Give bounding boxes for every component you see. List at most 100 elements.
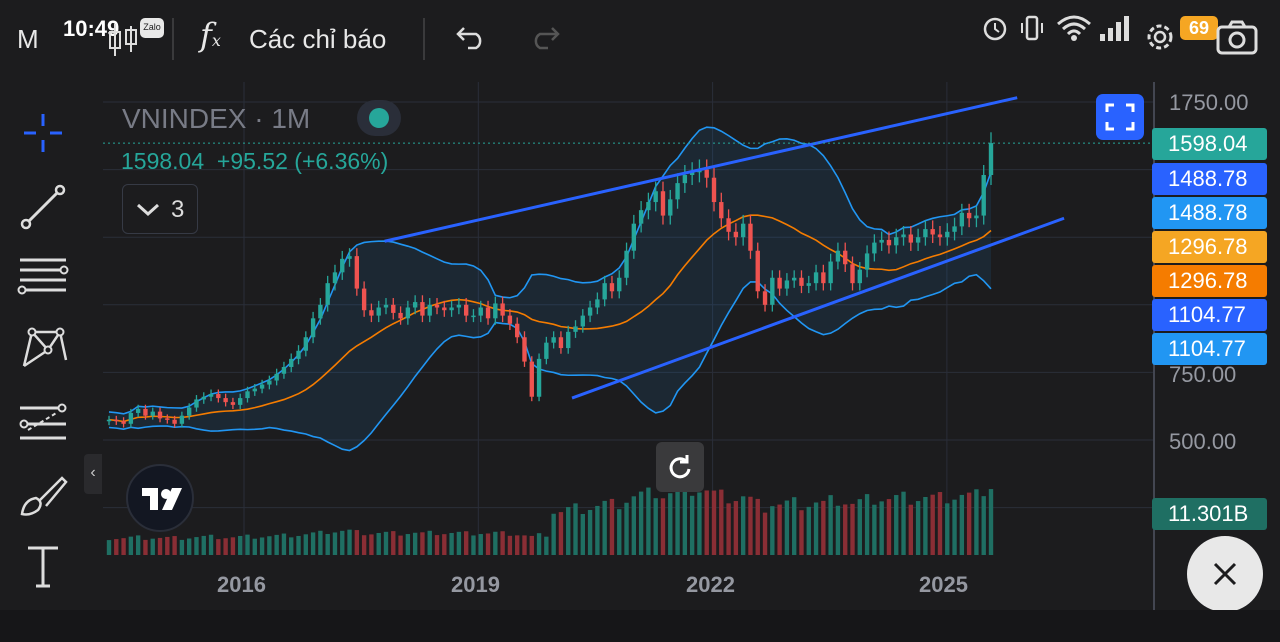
crosshair-icon[interactable] [14,104,72,162]
close-button[interactable] [1187,536,1263,612]
indicators-button[interactable]: Các chỉ báo [249,24,387,54]
indicators-icon[interactable]: fx [200,16,221,54]
redo-icon[interactable] [530,24,562,50]
volume-bar [361,535,367,555]
candle-body [281,366,287,374]
volume-bar [405,534,411,555]
candle-body [223,398,228,403]
volume-bar [638,491,644,555]
volume-bar [864,494,870,555]
volume-bar [186,538,192,555]
fullscreen-button[interactable] [1096,94,1144,140]
candle-body [566,331,571,349]
price-chart[interactable] [103,82,1153,555]
price-tag: 1104.77 [1152,333,1267,365]
volume-bar [135,535,141,555]
interval-button[interactable]: M [17,24,39,54]
volume-bar [966,492,972,555]
fib-retracement-icon[interactable] [14,248,72,306]
volume-bar [937,492,943,555]
trend-line-icon[interactable] [14,178,72,236]
market-status-dot [357,100,401,136]
volume-bar [420,532,425,555]
reset-chart-button[interactable] [656,442,704,492]
undo-icon[interactable] [454,24,486,50]
candle-body [792,277,797,281]
volume-bar [427,530,432,555]
volume-bar [471,535,476,555]
candle-body [894,237,899,246]
candle-body [522,337,527,362]
pattern-icon[interactable] [14,320,72,378]
candle-body [376,307,381,316]
candle-body [114,419,119,422]
candle-body [558,337,564,349]
volume-bar [289,537,294,555]
divider [423,18,425,60]
volume-bar [974,489,979,555]
volume-bar [216,539,221,555]
camera-icon[interactable] [1215,20,1259,56]
candle-body [143,408,148,416]
candle-body [245,391,250,399]
candle-body [216,394,221,399]
candle-body [923,229,928,238]
candle-body [959,212,965,227]
volume-bar [340,530,345,555]
candle-body [398,312,403,319]
volume-bar [748,496,753,555]
volume-bar [857,499,862,555]
candle-body [857,269,862,284]
candle-body [157,411,163,419]
tradingview-logo[interactable] [126,464,194,532]
volume-bar [981,496,986,555]
alarm-icon [983,17,1007,41]
indicators-collapse-button[interactable]: 3 [122,184,198,234]
volume-bar [238,535,243,555]
volume-bar [267,536,272,555]
candle-body [813,272,819,284]
volume-bar [646,487,651,555]
volume-bar [587,509,593,555]
volume-bar [930,494,935,555]
candle-body [952,226,957,232]
candles-icon[interactable] [106,22,140,58]
wifi-icon [1057,15,1091,41]
candle-body [442,307,447,311]
candle-body [850,264,855,284]
text-tool-icon[interactable] [14,538,72,596]
volume-bar [536,533,542,555]
volume-bar [915,501,921,555]
volume-bar [828,495,833,555]
settings-icon[interactable] [1142,18,1178,56]
candle-body [544,342,549,359]
candle-body [682,175,688,184]
prediction-icon[interactable] [14,394,72,452]
candle-body [493,303,498,319]
volume-bar [478,534,483,555]
symbol-title[interactable]: VNINDEX · 1M [122,103,311,134]
candle-body [274,373,279,381]
candle-body [420,302,425,316]
candle-body [646,202,651,211]
candle-body [704,169,709,178]
candle-body [515,323,520,338]
volume-bar [988,489,994,555]
volume-bar [442,534,447,555]
brush-icon[interactable] [14,468,72,526]
volume-bar [719,489,724,555]
toolbar-collapse-tab[interactable]: ‹ [84,454,102,494]
chart-grid [103,82,1153,555]
candle-body [383,304,389,308]
zalo-icon: Zalo [140,18,164,38]
candle-body [340,258,345,273]
volume-bar [128,536,134,555]
volume-bar [500,531,505,555]
candle-body [500,303,505,316]
candle-body [449,307,454,311]
volume-bar [602,500,607,555]
candle-body [529,361,534,397]
candle-body [369,310,374,316]
candle-body [238,398,243,405]
volume-bar [485,533,491,555]
